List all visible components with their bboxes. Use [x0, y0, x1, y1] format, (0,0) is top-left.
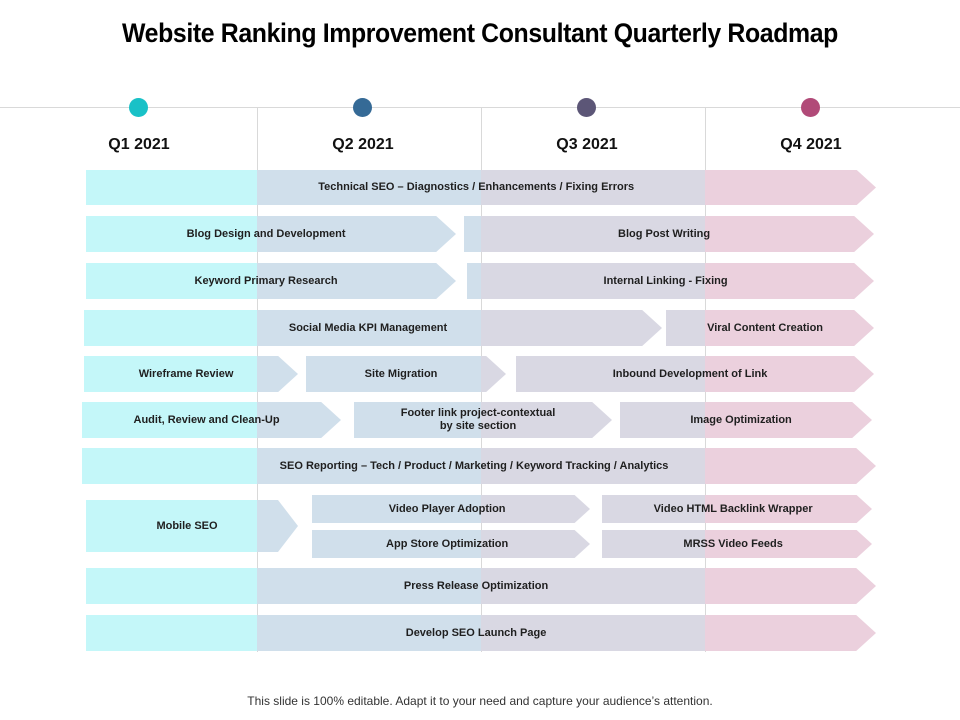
task-arrow-3 [86, 263, 456, 299]
task-label-18: MRSS Video Feeds [683, 537, 783, 550]
task-arrow-13 [82, 448, 876, 484]
task-label-12: Image Optimization [690, 413, 792, 426]
task-arrow-1 [86, 216, 456, 252]
task-arrow-17 [312, 530, 590, 558]
task-label-0: Technical SEO – Diagnostics / Enhancemen… [318, 181, 635, 193]
task-arrow-19 [86, 568, 876, 604]
quarter-label-q1: Q1 2021 [108, 136, 170, 153]
task-label-2: Blog Post Writing [618, 227, 711, 240]
quarter-label-q4: Q4 2021 [780, 136, 842, 153]
task-arrow-18 [602, 530, 872, 558]
task-arrow-15 [312, 495, 590, 523]
task-arrow-0 [86, 170, 876, 205]
task-arrow-4 [467, 263, 874, 299]
task-arrow-5 [84, 310, 662, 346]
task-arrow-10 [82, 402, 341, 438]
task-label-11: Footer link project-contextual by site s… [400, 407, 556, 432]
task-arrow-16 [602, 495, 872, 523]
task-label-7: Wireframe Review [138, 367, 234, 380]
task-arrow-11 [354, 402, 612, 438]
task-label-19: Press Release Optimization [403, 579, 549, 592]
q4-milestone-dot [801, 98, 820, 117]
task-arrow-7 [84, 356, 298, 392]
task-arrow-12 [620, 402, 872, 438]
timeline-axis [0, 107, 960, 108]
task-arrow-6 [666, 310, 874, 346]
task-label-8: Site Migration [364, 367, 438, 380]
quarter-label-q3: Q3 2021 [556, 136, 618, 153]
task-label-16: Video HTML Backlink Wrapper [653, 502, 813, 515]
task-label-15: Video Player Adoption [388, 502, 506, 515]
task-label-1: Blog Design and Development [186, 227, 346, 240]
q3-milestone-dot [577, 98, 596, 117]
q1-milestone-dot [129, 98, 148, 117]
task-label-9: Inbound Development of Link [612, 367, 768, 380]
task-label-5: Social Media KPI Management [288, 321, 448, 334]
task-label-10: Audit, Review and Clean-Up [133, 413, 280, 426]
q2-milestone-dot [353, 98, 372, 117]
task-label-13: SEO Reporting – Tech / Product / Marketi… [279, 459, 669, 472]
task-label-20: Develop SEO Launch Page [405, 626, 547, 639]
task-label-4: Internal Linking - Fixing [603, 274, 728, 287]
task-arrow-2 [464, 216, 874, 252]
task-label-3: Keyword Primary Research [194, 274, 338, 287]
task-label-6: Viral Content Creation [707, 321, 824, 334]
task-arrow-20 [86, 615, 876, 651]
footer-note: This slide is 100% editable. Adapt it to… [247, 694, 713, 708]
task-arrow-14 [86, 500, 298, 552]
task-arrow-9 [516, 356, 874, 392]
task-label-17: App Store Optimization [386, 537, 509, 550]
task-arrow-8 [306, 356, 506, 392]
page-title: Website Ranking Improvement Consultant Q… [122, 18, 838, 48]
quarter-label-q2: Q2 2021 [332, 136, 394, 153]
task-label-14: Mobile SEO [156, 519, 218, 532]
